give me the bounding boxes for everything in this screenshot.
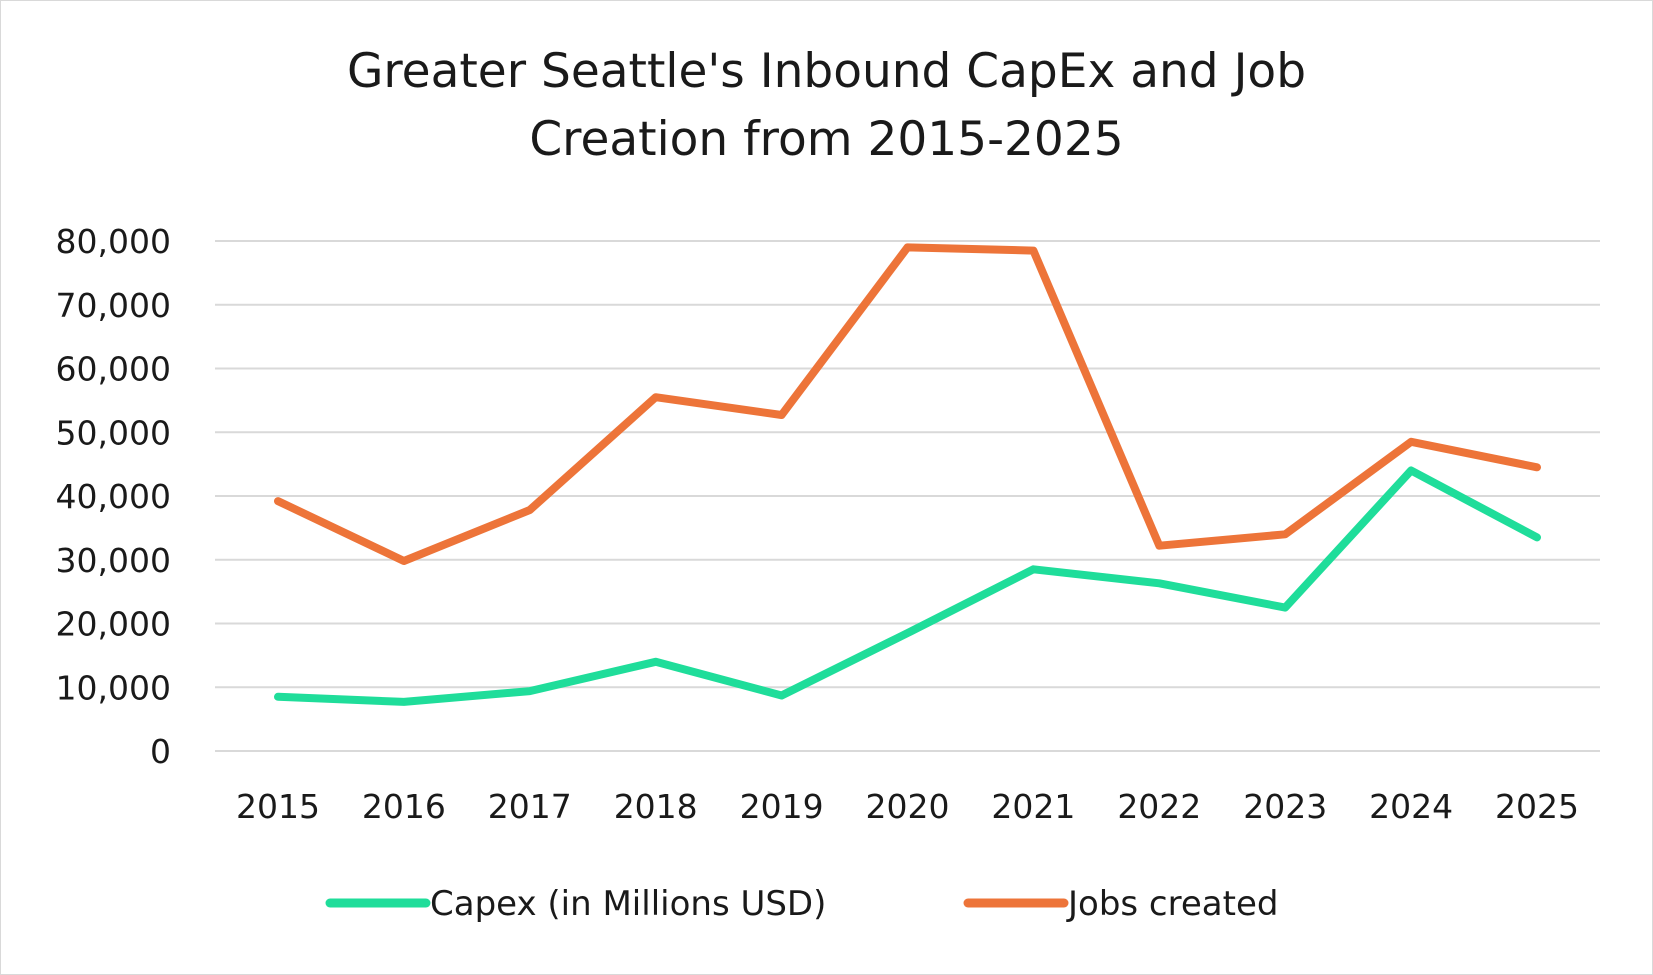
series-line-2 <box>274 243 1541 565</box>
y-tick-label: 10,000 <box>56 668 171 707</box>
x-tick-label: 2016 <box>362 787 446 826</box>
y-tick-label: 0 <box>150 732 171 771</box>
x-tick-label: 2021 <box>991 787 1075 826</box>
y-tick-label: 50,000 <box>56 413 171 452</box>
series-line-1 <box>274 466 1541 706</box>
y-tick-label: 80,000 <box>56 222 171 261</box>
chart-title-line-1: Greater Seattle's Inbound CapEx and Job <box>346 44 1307 99</box>
chart-title-line-2: Creation from 2015-2025 <box>529 112 1124 167</box>
series-lines <box>274 243 1541 706</box>
x-tick-label: 2018 <box>614 787 698 826</box>
x-tick-label: 2023 <box>1243 787 1327 826</box>
y-tick-label: 30,000 <box>56 541 171 580</box>
x-tick-label: 2022 <box>1117 787 1201 826</box>
y-tick-label: 70,000 <box>56 286 171 325</box>
x-tick-label: 2017 <box>488 787 572 826</box>
y-axis-tick-labels: 0 10,000 20,000 30,000 40,000 50,000 60,000 70,… <box>56 222 171 771</box>
x-tick-label: 2019 <box>740 787 824 826</box>
gridlines <box>215 240 1600 752</box>
x-tick-label: 2020 <box>866 787 950 826</box>
legend-label: Jobs created <box>1066 884 1278 924</box>
x-axis-tick-labels: 2015 2016 2017 2018 2019 2020 2021 2022 2023 2024… <box>236 787 1579 826</box>
y-tick-label: 60,000 <box>56 350 171 389</box>
x-tick-label: 2015 <box>236 787 320 826</box>
y-tick-label: 20,000 <box>56 605 171 644</box>
legend-label: Capex (in Millions USD) <box>430 884 826 924</box>
legend: Capex (in Millions USD) Jobs created <box>325 884 1278 924</box>
y-tick-label: 40,000 <box>56 477 171 516</box>
x-tick-label: 2024 <box>1369 787 1453 826</box>
chart-title: Greater Seattle's Inbound CapEx and Job … <box>0 38 1653 174</box>
x-tick-label: 2025 <box>1495 787 1579 826</box>
